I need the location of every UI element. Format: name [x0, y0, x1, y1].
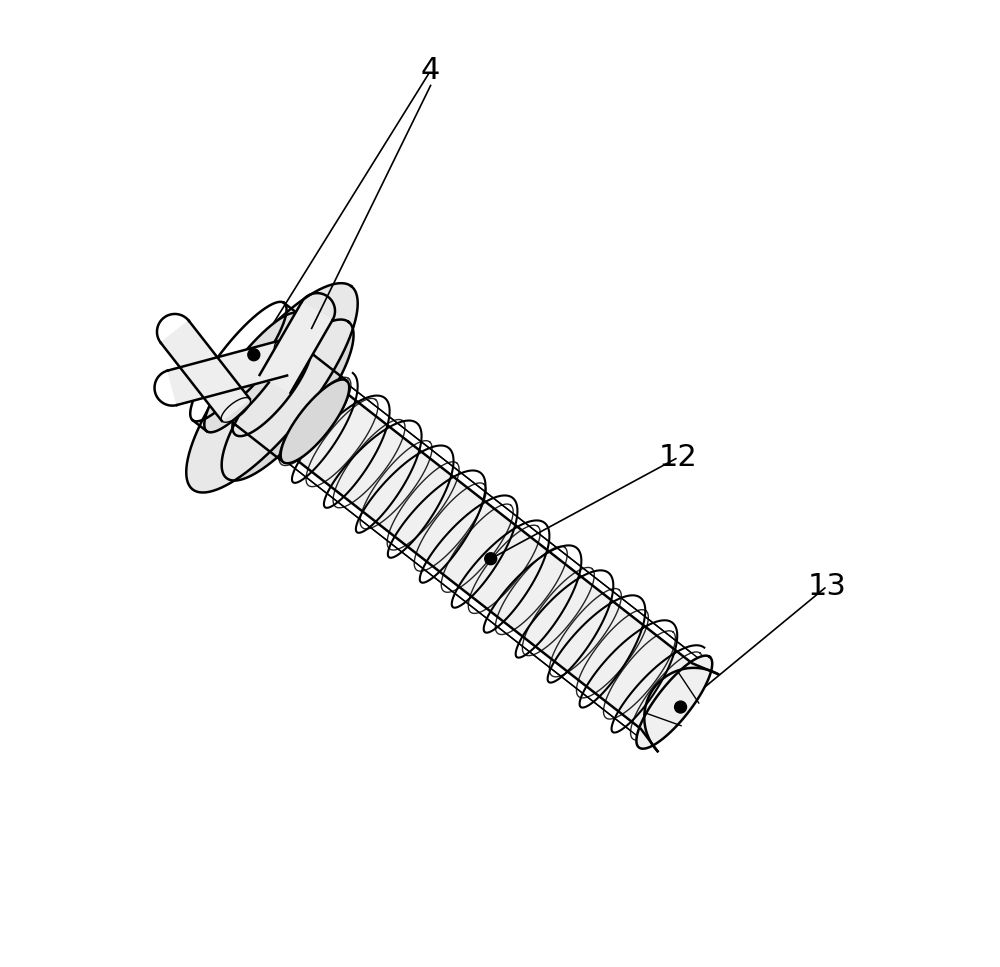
Text: 12: 12: [659, 443, 698, 472]
Polygon shape: [186, 283, 358, 492]
Text: 4: 4: [421, 56, 440, 85]
Circle shape: [675, 701, 687, 713]
Polygon shape: [281, 379, 349, 463]
Circle shape: [248, 349, 260, 361]
Polygon shape: [260, 302, 333, 393]
Polygon shape: [222, 319, 354, 481]
Polygon shape: [204, 312, 301, 432]
Polygon shape: [289, 389, 692, 729]
Text: 13: 13: [808, 571, 847, 601]
Polygon shape: [168, 341, 287, 405]
Polygon shape: [161, 321, 250, 421]
Circle shape: [485, 553, 497, 565]
Polygon shape: [636, 656, 712, 748]
